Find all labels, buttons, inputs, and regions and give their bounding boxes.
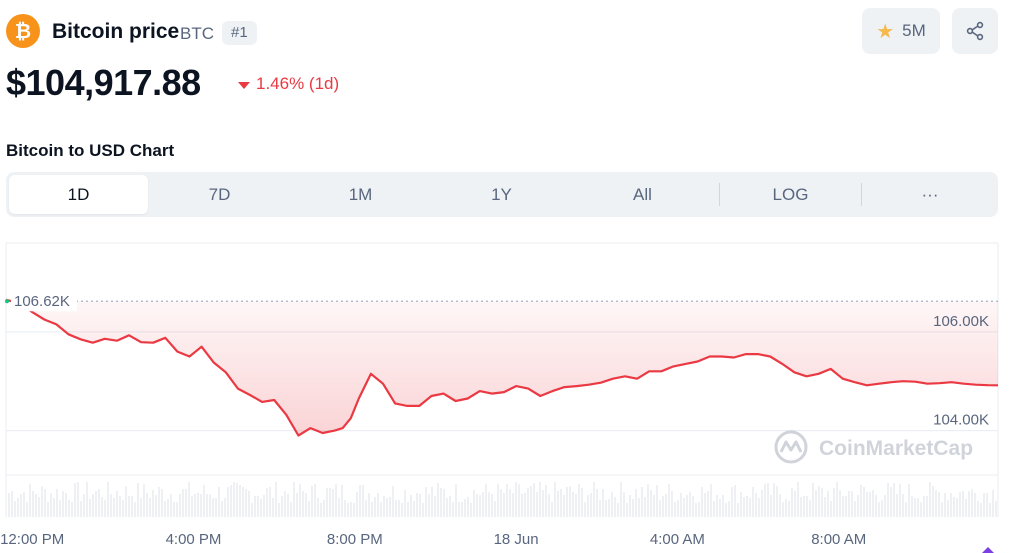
tab-all[interactable]: All [633, 184, 652, 204]
x-tick-label: 8:00 PM [327, 531, 383, 548]
x-tick-label: 8:00 AM [811, 531, 866, 548]
chart-range-tabs: 1D 7D 1M 1Y All LOG ··· [6, 172, 998, 217]
star-icon: ★ [876, 19, 895, 43]
x-tick-label: 4:00 PM [166, 531, 222, 548]
coin-name: Bitcoin price [52, 20, 180, 43]
bitcoin-logo-icon: ₿ [6, 14, 40, 48]
price-chart[interactable]: 106.00K 104.00K 12:00 PM 4:00 PM 8:00 PM 18 J… [0, 234, 1024, 553]
tab-divider [719, 183, 720, 206]
start-dot [5, 299, 9, 304]
chart-heading: Bitcoin to USD Chart [6, 141, 175, 160]
share-icon [966, 21, 984, 41]
open-price-label: 106.62K [14, 293, 70, 310]
tab-log[interactable]: LOG [772, 184, 809, 204]
open-price-label-bg [11, 291, 77, 312]
y-tick-label: 106.00K [933, 313, 989, 330]
share-button[interactable] [952, 8, 998, 54]
current-price: $104,917.88 [6, 62, 201, 103]
tab-1y[interactable]: 1Y [491, 184, 512, 204]
coin-symbol: BTC [180, 24, 214, 43]
price-line [5, 298, 999, 437]
price-change: 1.46% (1d) [238, 74, 339, 94]
tab-1m[interactable]: 1M [348, 184, 373, 204]
y-tick-label: 104.00K [933, 412, 989, 429]
tab-divider [861, 183, 862, 206]
rank-badge: #1 [222, 21, 257, 45]
price-change-value: 1.46% (1d) [256, 74, 340, 93]
price-chart-svg: 106.00K 104.00K 12:00 PM 4:00 PM 8:00 PM 18 J… [0, 242, 999, 553]
tab-more[interactable]: ··· [921, 184, 939, 204]
caret-down-icon [238, 81, 250, 89]
x-tick-label: 4:00 AM [650, 531, 705, 548]
volume-bars [8, 482, 997, 517]
tab-1d[interactable]: 1D [9, 175, 148, 214]
tab-7d[interactable]: 7D [208, 184, 231, 204]
watchlist-count: 5M [902, 21, 926, 40]
x-tick-label: 12:00 PM [0, 531, 64, 548]
watermark-text: CoinMarketCap [819, 437, 973, 460]
price-area-fill [6, 299, 998, 436]
event-marker-icon [982, 547, 994, 553]
coinmarketcap-watermark-icon [774, 430, 808, 464]
x-tick-label: 18 Jun [494, 531, 539, 548]
watchlist-button[interactable]: ★ 5M [862, 8, 940, 54]
